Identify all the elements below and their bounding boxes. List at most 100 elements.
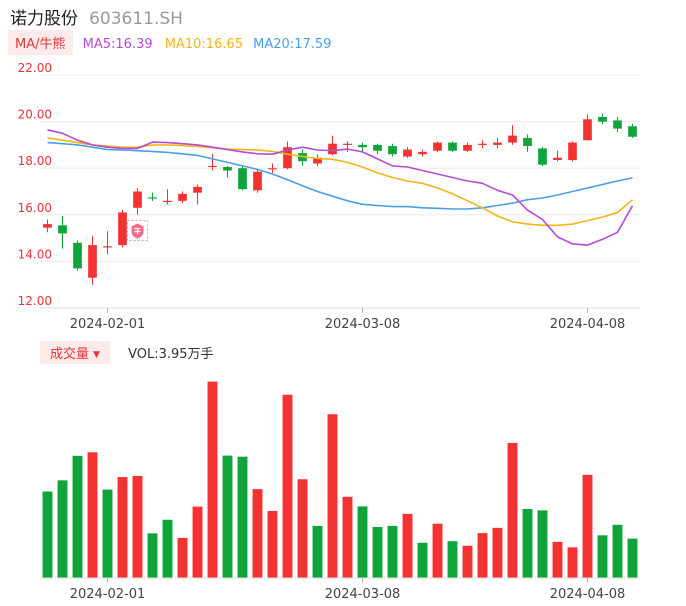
candle [568, 141, 577, 162]
candle [103, 231, 112, 255]
x-tick-label: 2024-02-01 [70, 317, 146, 330]
volume-bar [312, 525, 323, 578]
candle [628, 123, 637, 138]
candle [73, 240, 82, 271]
ma-indicator-button[interactable]: MA/牛熊 [8, 30, 73, 55]
candle [208, 154, 217, 171]
volume-bar [432, 523, 443, 578]
candle-body [553, 157, 562, 161]
volume-bar [627, 538, 638, 578]
volume-bar [447, 541, 458, 578]
candle-body [418, 151, 427, 155]
candle-body [193, 186, 202, 193]
candle-body [43, 224, 52, 228]
volume-bar [162, 519, 173, 578]
candle [403, 147, 412, 158]
candlestick-chart[interactable]: 22.00 20.00 18.00 16.00 14.00 12.00 2024-02-01… [0, 0, 686, 330]
candle [373, 143, 382, 155]
volume-button-label: 成交量 [50, 347, 90, 362]
y-tick-label: 14.00 [18, 247, 52, 261]
candle [583, 114, 592, 141]
candle-body [148, 197, 157, 199]
volume-bar [117, 477, 128, 578]
candle [328, 135, 337, 156]
volume-bar [402, 513, 413, 578]
candle-body [478, 143, 487, 145]
candle-body [598, 116, 607, 122]
candle-body [268, 168, 277, 170]
candle-body [163, 200, 172, 203]
volume-bar [372, 526, 383, 578]
candle [268, 163, 277, 173]
candle [313, 154, 322, 166]
candle [418, 149, 427, 157]
ma20-value: MA20:17.59 [253, 37, 332, 52]
candle [343, 141, 352, 152]
candle-body [523, 137, 532, 147]
candle-body [628, 126, 637, 137]
candle-body [613, 120, 622, 129]
volume-bar [237, 456, 248, 578]
volume-bar [87, 452, 98, 578]
candle-body [178, 193, 187, 201]
ma5-line [47, 129, 634, 246]
volume-x-tick-label: 2024-02-01 [70, 587, 146, 602]
volume-bar [462, 545, 473, 578]
volume-bar [597, 535, 608, 578]
y-tick-label: 18.00 [18, 154, 52, 168]
volume-bar [612, 524, 623, 578]
volume-bar [507, 442, 518, 578]
candle-body [88, 245, 97, 278]
volume-bar [417, 542, 428, 578]
candle-body [538, 148, 547, 165]
candle-body [373, 144, 382, 151]
caret-down-icon: ▼ [93, 350, 100, 360]
marker-frame [127, 219, 148, 241]
candle-body [448, 142, 457, 151]
volume-bar [342, 496, 353, 578]
candle-body [208, 165, 217, 168]
candle [223, 165, 232, 178]
candle [463, 142, 472, 152]
stock-header: 诺力股份 603611.SH [10, 4, 183, 30]
candle [43, 219, 52, 233]
volume-bar [192, 506, 203, 578]
candle [523, 134, 532, 152]
candle-body [118, 212, 127, 246]
volume-bar [297, 479, 308, 578]
candle [238, 165, 247, 191]
candle [598, 113, 607, 124]
volume-bar [282, 394, 293, 578]
shield-glyph [134, 227, 141, 235]
x-tick-label: 2024-03-08 [325, 317, 401, 330]
candle [193, 184, 202, 205]
volume-bar [582, 474, 593, 578]
candle-body [238, 168, 247, 190]
candle [88, 235, 97, 285]
volume-bar [147, 533, 158, 578]
volume-bar [537, 510, 548, 578]
candle-body [403, 149, 412, 157]
volume-bar [252, 489, 263, 578]
candle [553, 150, 562, 162]
candle-body [283, 147, 292, 169]
candle-body [223, 167, 232, 171]
candle-body [58, 225, 67, 234]
candle-body [73, 242, 82, 269]
volume-bar [72, 455, 83, 578]
candle [433, 141, 442, 152]
y-tick-label: 16.00 [18, 201, 52, 215]
candle [133, 188, 142, 215]
shield-coin-icon [127, 219, 148, 241]
volume-indicator-button[interactable]: 成交量 ▼ [40, 341, 110, 364]
candle-body [343, 143, 352, 145]
candle-body [583, 119, 592, 141]
volume-bar [222, 455, 233, 578]
volume-bar [522, 509, 533, 578]
candle [178, 191, 187, 204]
candle-body [433, 142, 442, 151]
x-tick-label: 2024-04-08 [550, 317, 626, 330]
volume-bar [42, 491, 53, 578]
volume-bar [357, 506, 368, 578]
candle [298, 149, 307, 166]
